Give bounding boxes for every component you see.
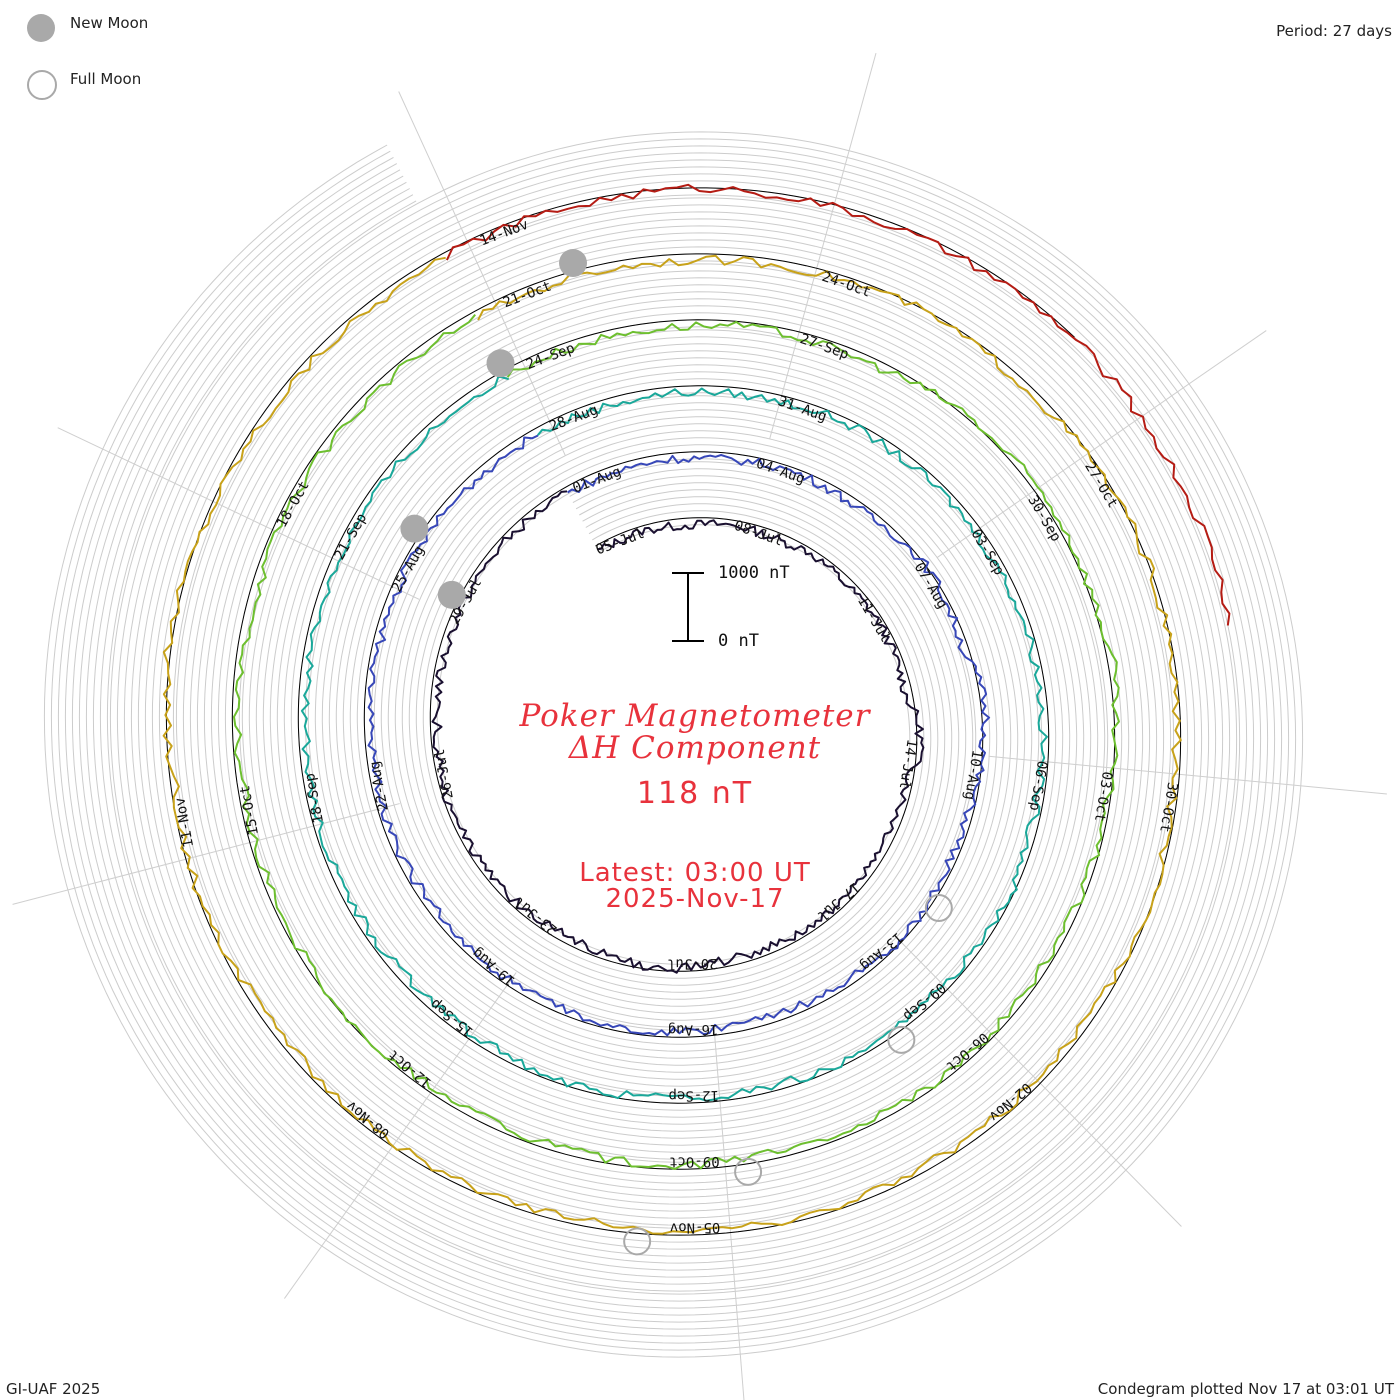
- scale-value: 118 nT: [636, 776, 754, 811]
- date-label: 21-Oct: [501, 278, 554, 311]
- grid-spoke: [713, 1026, 745, 1400]
- date-label: 04-Aug: [754, 456, 807, 488]
- new-moon-swatch: [27, 14, 55, 42]
- series-line-6: [445, 183, 1231, 626]
- full-moon-swatch: [27, 70, 57, 100]
- chart-title-line1: Poker Magnetometer: [519, 698, 871, 734]
- series-line-4: [233, 313, 1120, 1170]
- date-label: 28-Aug: [547, 402, 600, 435]
- date-label: 08-Nov: [344, 1097, 393, 1141]
- new-moon-marker: [400, 514, 429, 543]
- grid-spiral: [43, 131, 1304, 1358]
- date-label: 05-Nov: [670, 1219, 721, 1236]
- series-line-2: [367, 434, 991, 1037]
- series-line-1: [431, 490, 925, 974]
- series-line-5: [162, 254, 1182, 1235]
- new-moon-marker: [486, 349, 515, 378]
- scale-bar: [672, 572, 704, 642]
- chart-title-line2: ΔH Component: [568, 730, 822, 766]
- latest-date: 2025-Nov-17: [605, 884, 785, 914]
- grid-spoke: [12, 803, 400, 905]
- new-moon-marker: [437, 580, 466, 609]
- date-label: 12-Sep: [668, 1087, 719, 1104]
- full-moon-marker: [734, 1157, 763, 1186]
- date-label: 15-Sep: [427, 995, 476, 1039]
- spokes-layer: [12, 53, 1387, 1400]
- date-label: 12-Oct: [386, 1046, 435, 1090]
- credit-label: GI-UAF 2025: [6, 1380, 101, 1398]
- new-moon-marker: [559, 249, 588, 278]
- grid-spiral: [71, 159, 1276, 1330]
- baseline-spiral: [165, 187, 1182, 1236]
- grid-spiral: [50, 138, 1297, 1351]
- date-label: 08-Jul: [732, 518, 785, 550]
- date-label: 16-Aug: [668, 1021, 719, 1038]
- grid-spiral: [64, 152, 1283, 1337]
- grid-spoke: [57, 427, 420, 600]
- grid-spoke: [769, 53, 877, 439]
- date-label: 14-Nov: [478, 217, 531, 250]
- series-layer: [162, 183, 1231, 1235]
- date-label: 01-Aug: [570, 464, 623, 497]
- baseline-layer: [165, 187, 1182, 1236]
- scale-top-label: 1000 nT: [718, 563, 790, 583]
- grid-spoke: [398, 91, 566, 456]
- grid-spiral: [57, 145, 1290, 1344]
- date-label: 18-Oct: [274, 478, 313, 530]
- date-label: 19-Aug: [469, 944, 518, 988]
- period-label: Period: 27 days: [1276, 22, 1392, 40]
- grid-spoke: [936, 330, 1267, 559]
- series-line-3: [300, 375, 1048, 1102]
- date-label: 20-Jul: [667, 955, 718, 972]
- date-label: 21-Sep: [331, 511, 370, 563]
- full-moon-marker: [623, 1227, 652, 1256]
- date-label: 05-Jul: [594, 526, 647, 559]
- new-moon-legend-label: New Moon: [70, 14, 149, 32]
- full-moon-legend-label: Full Moon: [70, 70, 142, 88]
- latest-time: Latest: 03:00 UT: [579, 858, 811, 888]
- date-label: 24-Sep: [524, 340, 577, 373]
- date-label: 25-Aug: [389, 543, 428, 595]
- date-label: 09-Oct: [669, 1153, 720, 1170]
- moon-layer: [400, 249, 953, 1256]
- full-moon-marker: [924, 893, 953, 922]
- plotted-label: Condegram plotted Nov 17 at 03:01 UT: [1097, 1380, 1394, 1398]
- scale-bottom-label: 0 nT: [718, 631, 759, 651]
- full-moon-marker: [887, 1025, 916, 1054]
- grid-spoke: [284, 972, 517, 1299]
- grid-spoke: [988, 755, 1387, 795]
